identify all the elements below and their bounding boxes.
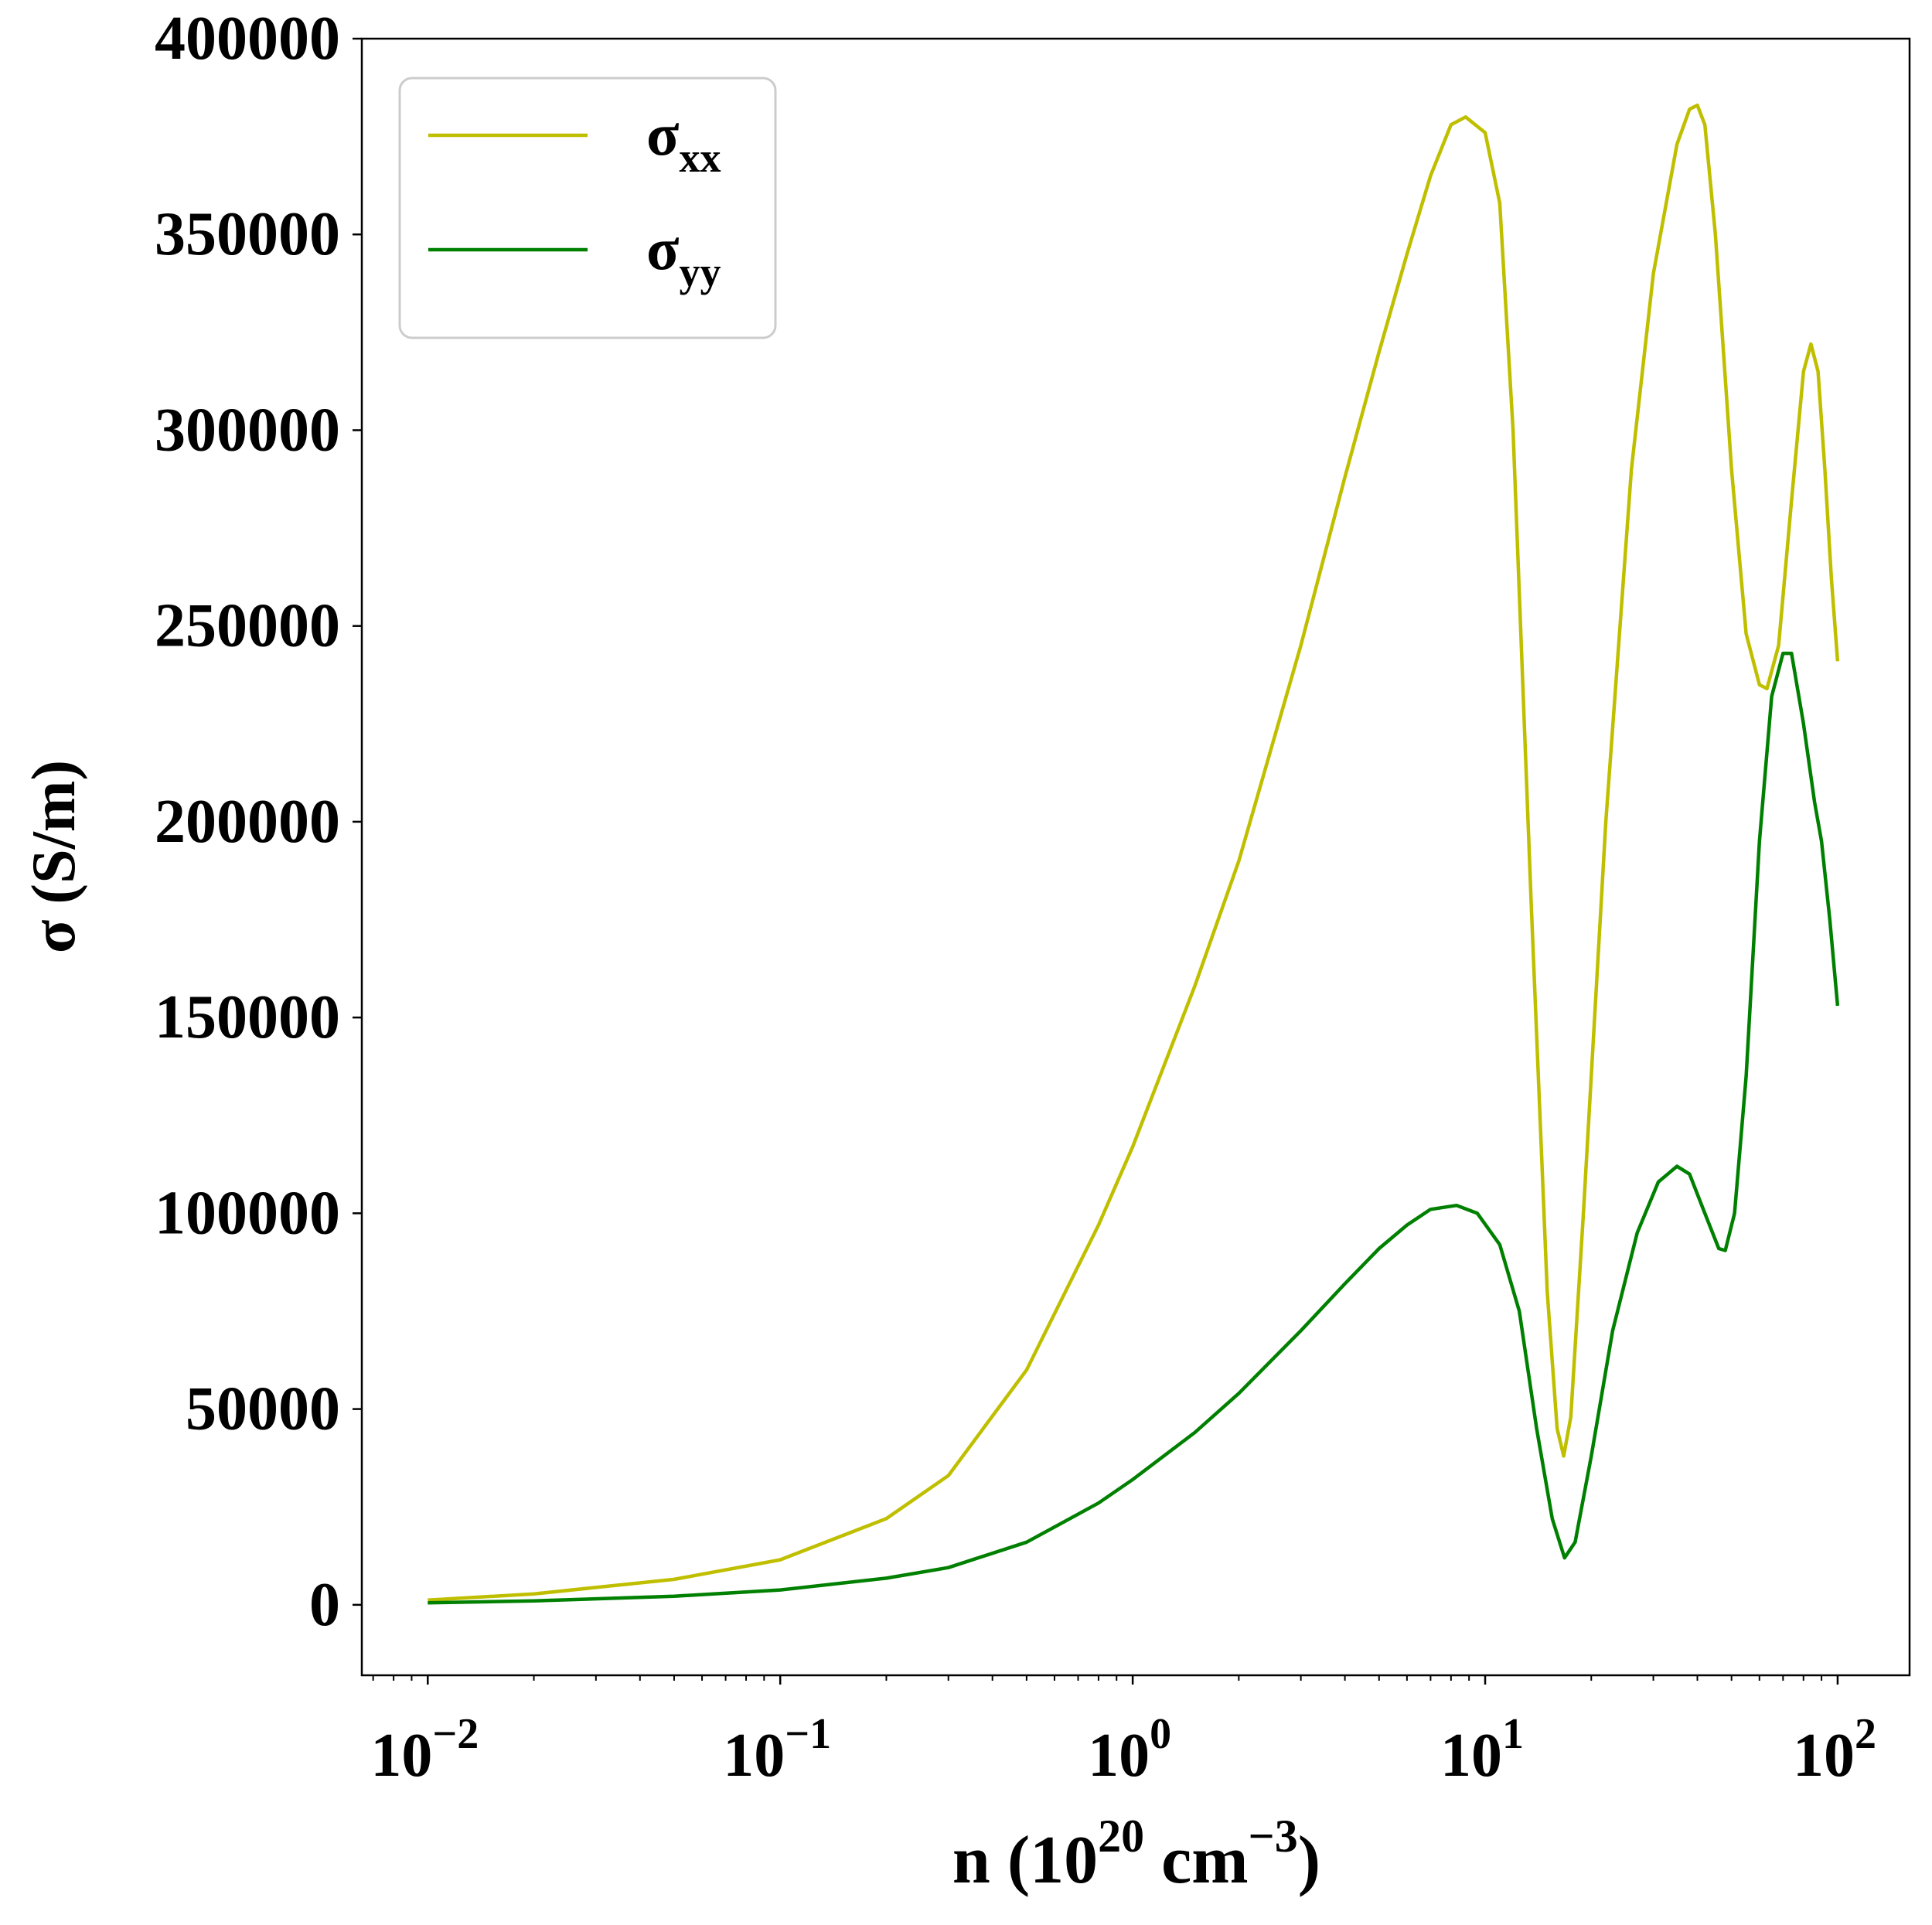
x-axis-title-exponent-2: −3	[1249, 1811, 1298, 1862]
legend-label-sigma-yy: σyy	[646, 215, 721, 295]
legend-sigma-yy-symbol: σ	[646, 215, 679, 282]
y-tick-label-150000: 150000	[155, 983, 340, 1051]
y-tick-label-100000: 100000	[155, 1179, 340, 1247]
x-tick-label-−2: 10−2	[370, 1710, 479, 1790]
y-tick-label-50000: 50000	[186, 1375, 340, 1443]
series-line-xx	[428, 103, 1840, 1603]
legend-sigma-xx-subscript: xx	[679, 135, 721, 181]
legend: σxx σyy	[398, 77, 777, 339]
legend-sigma-xx-symbol: σ	[646, 101, 679, 168]
y-tick-label-0: 0	[309, 1571, 340, 1639]
x-axis-title-exponent-1: 20	[1098, 1811, 1144, 1862]
x-tick-label-1: 101	[1440, 1710, 1524, 1790]
x-tick-label-−1: 10−1	[723, 1710, 831, 1790]
legend-sigma-yy-subscript: yy	[679, 249, 721, 295]
y-tick-label-400000: 400000	[155, 5, 340, 73]
legend-label-sigma-xx: σxx	[646, 101, 721, 181]
y-tick-label-350000: 350000	[155, 200, 340, 268]
x-axis-title-base: n (10	[952, 1823, 1098, 1898]
x-tick-label-0: 100	[1088, 1710, 1171, 1790]
x-tick-label-2: 102	[1793, 1710, 1876, 1790]
y-tick-label-300000: 300000	[155, 396, 340, 464]
axes-layer: 0 50000 100000 150000 200000 250000 300000 3500…	[155, 5, 1876, 1790]
y-axis-title: σ (S/m)	[20, 760, 88, 953]
y-tick-label-250000: 250000	[155, 592, 340, 660]
x-axis-title-close: )	[1298, 1823, 1320, 1898]
legend-box	[398, 77, 777, 339]
series-layer	[428, 103, 1840, 1605]
y-tick-label-200000: 200000	[155, 788, 340, 856]
x-axis-title: n (1020 cm−3)	[952, 1811, 1320, 1898]
series-line-yy	[428, 651, 1840, 1605]
x-axis-title-unit: cm	[1144, 1823, 1248, 1898]
plot-frame	[360, 37, 1911, 1677]
